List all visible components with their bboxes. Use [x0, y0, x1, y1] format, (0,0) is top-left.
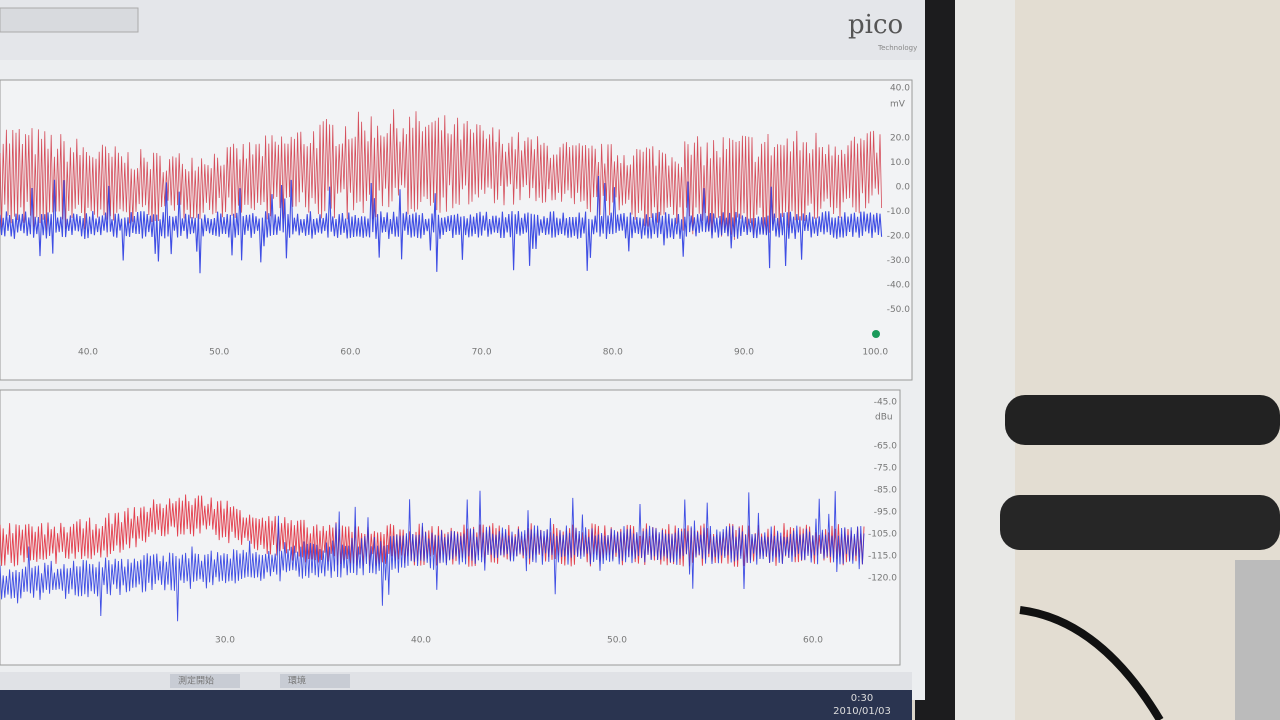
y-tick-label: -40.0	[887, 281, 911, 291]
waveforms	[0, 109, 883, 622]
x-tick-label: 50.0	[607, 636, 627, 646]
y-tick-label: -95.0	[874, 508, 898, 518]
zoom-tools[interactable]	[0, 7, 139, 33]
x-tick-label: 50.0	[209, 348, 229, 358]
x-tick-label: 90.0	[734, 348, 754, 358]
cable	[1019, 606, 1164, 720]
y-tick-label: -50.0	[887, 305, 911, 315]
logo: pico	[848, 10, 903, 40]
y-tick-label: 10.0	[890, 158, 910, 168]
logo-sub: Technology	[877, 44, 917, 52]
x-tick-label: 30.0	[215, 636, 235, 646]
y-unit: dBu	[875, 413, 893, 423]
x-tick-label: 60.0	[803, 636, 823, 646]
y-tick-label: -105.0	[868, 530, 897, 540]
y-tick-label: -120.0	[868, 574, 897, 584]
y-tick-label: -30.0	[887, 256, 911, 266]
y-tick-label: -65.0	[874, 442, 898, 452]
y-tick-label: 20.0	[890, 134, 910, 144]
y-tick-label: 40.0	[890, 84, 910, 94]
clock: 0:30	[851, 693, 873, 704]
y-tick-label: -85.0	[874, 486, 898, 496]
y-tick-label: -10.0	[887, 207, 911, 217]
wall-right	[1000, 0, 1280, 720]
x-tick-label: 40.0	[78, 348, 98, 358]
y-tick-label: -45.0	[874, 398, 898, 408]
x-tick-label: 40.0	[411, 636, 431, 646]
waveform	[0, 109, 882, 240]
trigger-marker	[872, 330, 880, 338]
x-tick-label: 100.0	[862, 348, 888, 358]
chair-handle	[1000, 495, 1280, 550]
waveform	[0, 175, 883, 274]
taskbar	[0, 690, 912, 720]
toolbar	[0, 0, 925, 60]
y-tick-label: -20.0	[887, 232, 911, 242]
date: 2010/01/03	[833, 706, 891, 717]
x-tick-label: 60.0	[340, 348, 360, 358]
y-unit: mV	[890, 100, 906, 110]
status-bar	[0, 672, 912, 690]
status-button-label: 測定開始	[178, 675, 214, 687]
chair-handle	[1005, 395, 1280, 445]
x-tick-label: 80.0	[603, 348, 623, 358]
y-tick-label: -75.0	[874, 464, 898, 474]
waveform	[0, 490, 865, 622]
x-tick-label: 70.0	[472, 348, 492, 358]
status-button-label: 環境	[288, 675, 306, 687]
chair-leg	[1235, 560, 1280, 720]
status-button[interactable]	[280, 674, 350, 688]
y-tick-label: 0.0	[896, 183, 911, 193]
labels: mV 40.0 20.0 10.0 0.0 -10.0 -20.0 -30.0 -40.0 -50…	[78, 84, 910, 718]
status-button[interactable]	[170, 674, 240, 688]
y-tick-label: -115.0	[868, 552, 897, 562]
